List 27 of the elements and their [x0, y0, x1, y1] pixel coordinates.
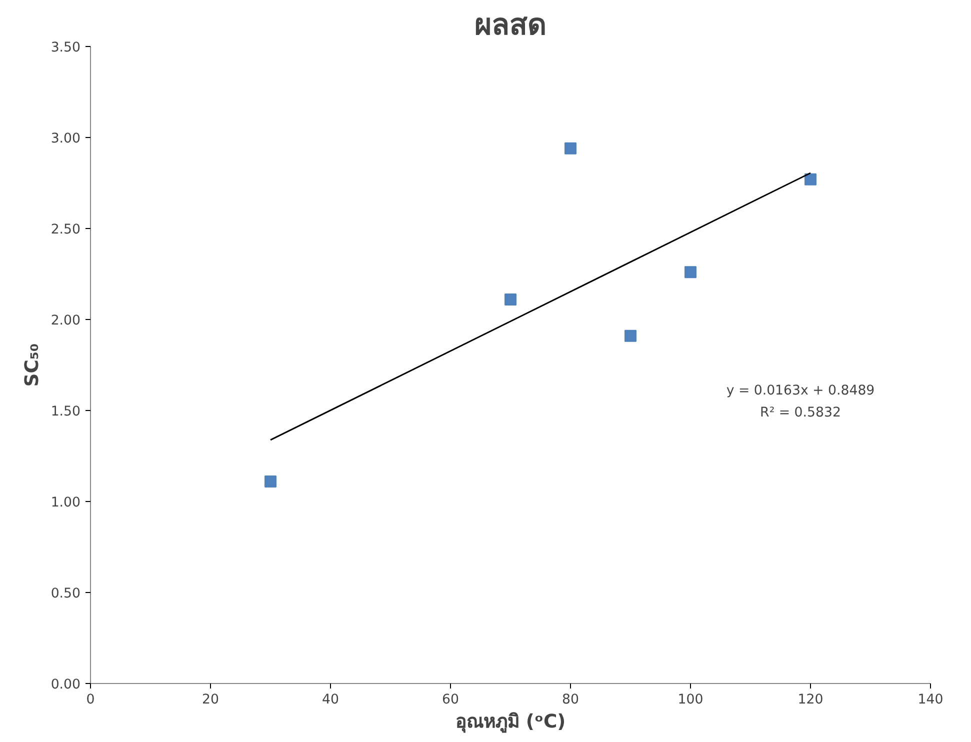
x-tick-label: 100 — [678, 692, 704, 708]
y-tick-label: 0.00 — [50, 678, 81, 692]
annotation: R² = 0.5832 — [760, 406, 841, 420]
point — [624, 330, 636, 342]
x-tick-label: 120 — [798, 692, 824, 708]
point — [264, 475, 276, 488]
x-tick-label: 80 — [562, 692, 579, 708]
x-tick-label: 40 — [322, 692, 339, 708]
x-tick-label: 0 — [86, 692, 95, 708]
y-tick-label: 1.00 — [50, 496, 81, 510]
y-tick-label: 0.50 — [50, 586, 81, 602]
y-tick-label: 2.00 — [50, 314, 81, 328]
y-tick-label: 3.00 — [50, 132, 81, 146]
x-tick-label: 20 — [202, 692, 219, 708]
annotation: y = 0.0163x + 0.8489 — [726, 384, 875, 398]
point — [804, 173, 816, 186]
x-axis-title: อุณหภูมิ (ᵒC) — [455, 712, 566, 734]
y-tick-label: 3.50 — [50, 40, 81, 56]
point — [504, 293, 516, 306]
x-tick-label: 60 — [442, 692, 459, 708]
y-axis-title: SC₅₀ — [22, 343, 43, 387]
chart-title: ผลสด — [474, 8, 546, 42]
y-tick-label: 2.50 — [50, 222, 81, 238]
x-tick-label: 140 — [918, 692, 944, 708]
point — [564, 142, 576, 154]
y-tick-label: 1.50 — [50, 404, 81, 420]
point — [684, 266, 696, 278]
